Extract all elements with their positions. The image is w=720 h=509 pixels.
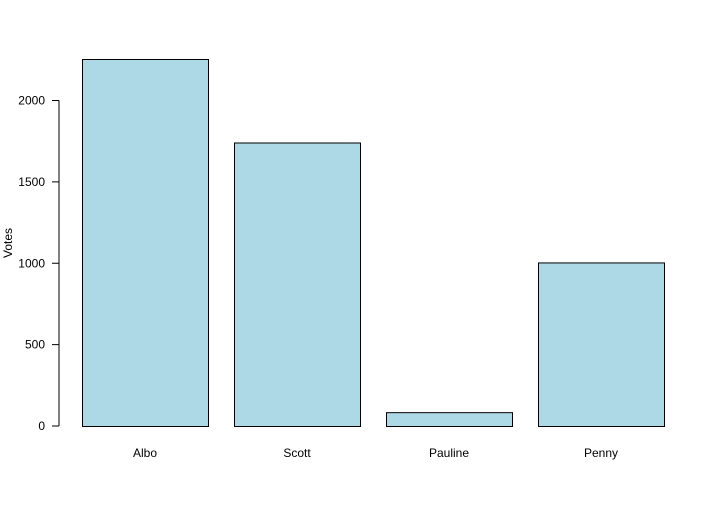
- x-tick-labels: Albo Scott Pauline Penny: [133, 446, 618, 460]
- bar-albo: [82, 59, 209, 427]
- y-tick-label: 500: [25, 338, 45, 352]
- x-tick-label-albo: Albo: [133, 446, 157, 460]
- y-axis-label: Votes: [1, 228, 15, 258]
- x-tick-label-pauline: Pauline: [429, 446, 469, 460]
- bar-penny: [538, 262, 665, 427]
- x-tick-label-scott: Scott: [283, 446, 311, 460]
- y-tick-label: 0: [38, 419, 45, 433]
- y-axis: 0 500 1000 1500 2000: [18, 94, 60, 433]
- y-tick-label: 2000: [18, 94, 45, 108]
- x-tick-label-penny: Penny: [584, 446, 618, 460]
- y-tick-label: 1000: [18, 256, 45, 270]
- bar-pauline: [386, 412, 513, 427]
- bars-group: [82, 59, 665, 427]
- bar-scott: [234, 142, 361, 427]
- y-tick-label: 1500: [18, 175, 45, 189]
